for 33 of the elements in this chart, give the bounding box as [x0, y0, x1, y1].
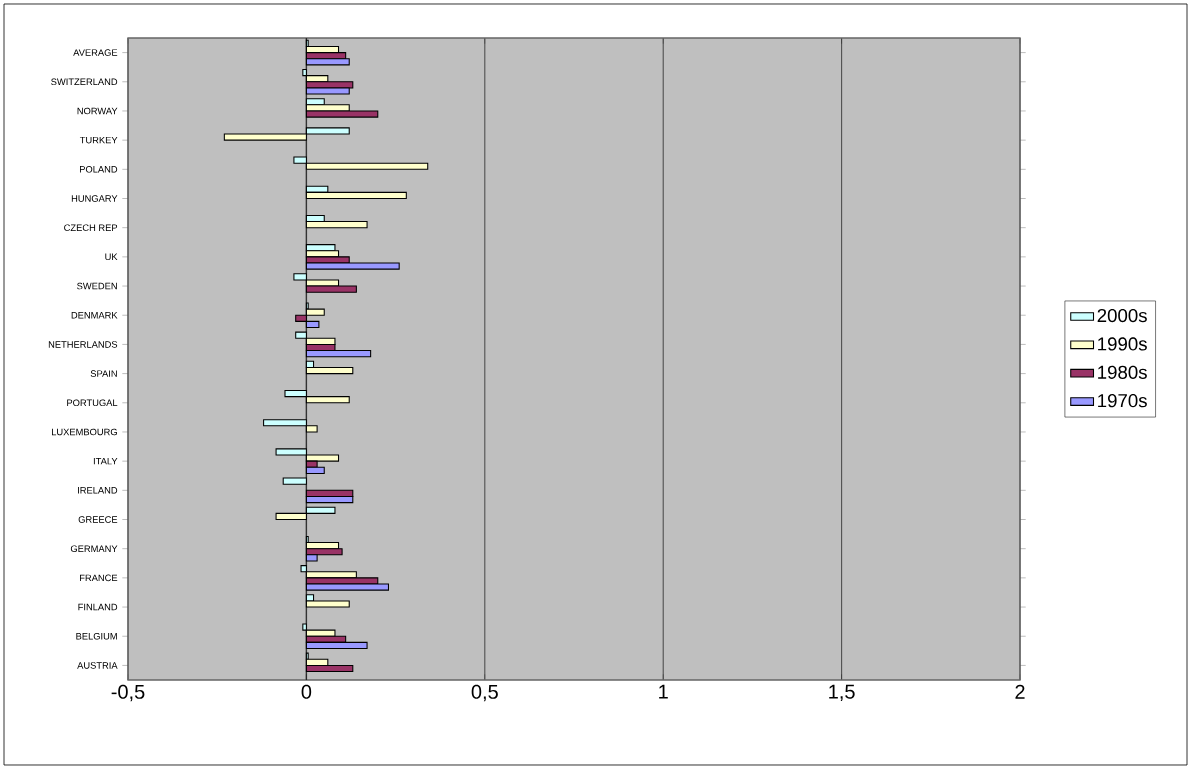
y-tick-label: SWEDEN [77, 282, 117, 290]
x-tick-label: 0 [301, 684, 312, 699]
x-tick-label: 0,5 [471, 684, 498, 702]
y-tick-label: LUXEMBOURG [52, 428, 117, 436]
legend-label: 1970s [1098, 394, 1147, 408]
y-tick-label: GERMANY [70, 545, 118, 552]
y-tick-label: NORWAY [77, 107, 118, 115]
y-tick-label: GREECE [78, 516, 118, 523]
y-tick-label: AUSTRIA [77, 662, 118, 669]
y-tick-label: FINLAND [78, 603, 118, 611]
y-tick-label: POLAND [80, 166, 118, 173]
y-tick-label: ITALY [93, 457, 118, 465]
x-tick-label: 2 [1015, 684, 1025, 699]
legend-label: 1990s [1098, 337, 1147, 351]
y-tick-label: FRANCE [80, 574, 118, 582]
y-tick-label: HUNGARY [71, 195, 118, 202]
x-tick-label: 1 [659, 684, 668, 699]
y-tick-label: SWITZERLAND [51, 78, 118, 86]
legend-label: 2000s [1097, 308, 1147, 323]
y-tick-label: TURKEY [79, 136, 118, 144]
y-tick-label: PORTUGAL [67, 399, 118, 407]
y-tick-label: AVERAGE [73, 49, 118, 56]
y-tick-label: IRELAND [78, 487, 118, 494]
y-tick-label: DENMARK [71, 312, 118, 319]
x-tick-label: 1,5 [829, 684, 855, 702]
legend-label: 1980s [1098, 365, 1147, 379]
bar [282, 477, 307, 485]
y-tick-label: BELGIUM [76, 632, 117, 640]
y-tick-label: UK [105, 253, 118, 261]
y-tick-label: NETHERLANDS [48, 341, 118, 348]
y-tick-label: SPAIN [90, 370, 117, 377]
y-tick-label: CZECH REP [64, 224, 118, 231]
x-tick-label: -0,5 [111, 684, 145, 702]
